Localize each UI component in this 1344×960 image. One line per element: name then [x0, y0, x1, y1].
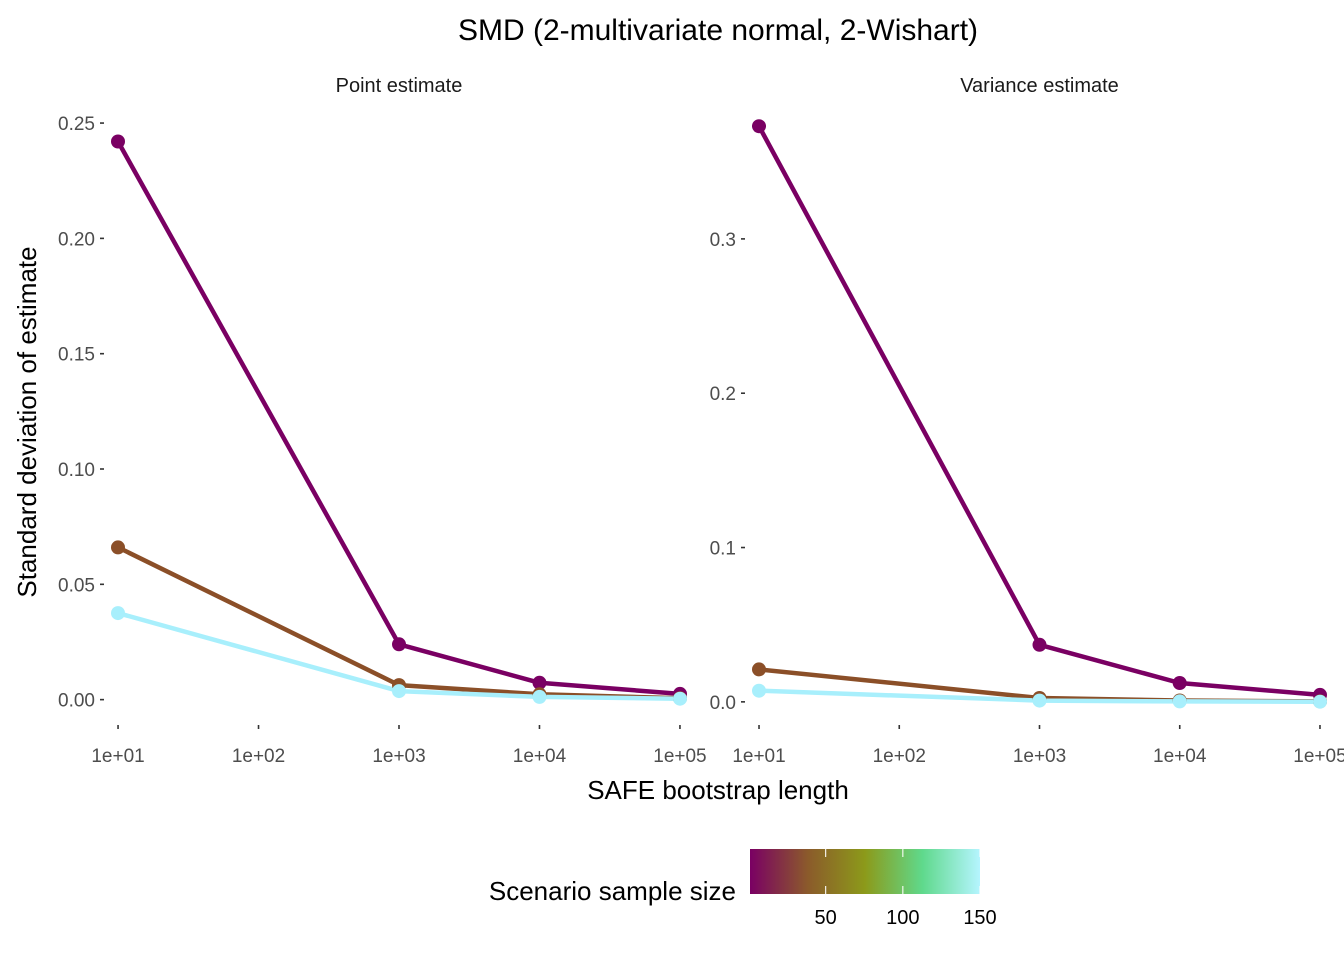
colorbar-tick-label: 50 — [815, 907, 837, 929]
y-tick-label: 0.3 — [710, 230, 736, 251]
data-point-n10 — [532, 675, 547, 690]
y-tick-label: 0.25 — [58, 114, 95, 135]
series-line-n10 — [756, 123, 1323, 698]
x-tick-label: 1e+01 — [91, 746, 144, 767]
y-tick-label: 0.1 — [710, 539, 736, 560]
data-point-n150 — [532, 689, 547, 704]
data-point-n150 — [673, 691, 687, 706]
data-point-n50 — [111, 540, 125, 555]
x-tick-label: 1e+01 — [732, 746, 785, 767]
y-tick-label: 0.0 — [710, 693, 736, 714]
y-tick-label: 0.10 — [58, 460, 95, 481]
series-line-n10 — [115, 139, 683, 697]
x-tick-label: 1e+05 — [653, 746, 706, 767]
x-tick-label: 1e+02 — [873, 746, 926, 767]
x-tick-label: 1e+05 — [1293, 746, 1344, 767]
series-line-n150 — [115, 610, 683, 701]
y-axis-title: Standard deviation of estimate — [12, 246, 42, 597]
y-tick-label: 0.00 — [58, 691, 95, 712]
series-line-n150 — [756, 688, 1323, 704]
legend-colorbar — [750, 849, 980, 894]
data-point-n150 — [392, 684, 406, 699]
y-tick-label: 0.20 — [58, 229, 95, 250]
data-point-n150 — [111, 606, 125, 621]
data-point-n10 — [111, 134, 125, 149]
x-tick-label: 1e+04 — [1153, 746, 1207, 767]
colorbar-tick-label: 150 — [963, 907, 996, 929]
legend: Scenario sample size 50 100 150 — [489, 849, 997, 929]
legend-colorbar-ticks: 50 100 150 — [815, 849, 997, 929]
panel-point-estimate: Point estimate 0.00 0.05 0.10 0.15 0.20 0.25 1e… — [58, 75, 707, 767]
y-tick-label: 0.15 — [58, 345, 95, 366]
x-tick-label: 1e+03 — [1013, 746, 1066, 767]
data-point-n50 — [752, 662, 766, 677]
x-tick-label: 1e+03 — [372, 746, 425, 767]
chart-title: SMD (2-multivariate normal, 2-Wishart) — [458, 14, 978, 47]
data-point-n10 — [1032, 637, 1047, 652]
colorbar-tick-label: 100 — [886, 907, 919, 929]
data-point-n10 — [392, 637, 406, 652]
panels: Point estimate 0.00 0.05 0.10 0.15 0.20 0.25 1e… — [58, 75, 1344, 767]
panel-strip-label: Point estimate — [336, 75, 463, 97]
data-point-n150 — [752, 683, 766, 698]
data-point-n150 — [1032, 693, 1047, 708]
legend-title: Scenario sample size — [489, 876, 736, 906]
y-tick-label: 0.05 — [58, 575, 95, 596]
data-point-n10 — [752, 119, 766, 134]
data-point-n150 — [1172, 694, 1187, 709]
x-tick-label: 1e+02 — [232, 746, 285, 767]
panel-variance-estimate: Variance estimate 0.0 0.1 0.2 0.3 1e+01 1e+02 1… — [710, 75, 1344, 767]
x-axis-title: SAFE bootstrap length — [587, 775, 849, 805]
data-point-n150 — [1313, 694, 1327, 709]
data-point-n10 — [1172, 676, 1187, 690]
panel-strip-label: Variance estimate — [960, 75, 1119, 97]
series-line-n50 — [115, 545, 683, 701]
x-tick-label: 1e+04 — [513, 746, 567, 767]
y-tick-label: 0.2 — [710, 384, 736, 405]
